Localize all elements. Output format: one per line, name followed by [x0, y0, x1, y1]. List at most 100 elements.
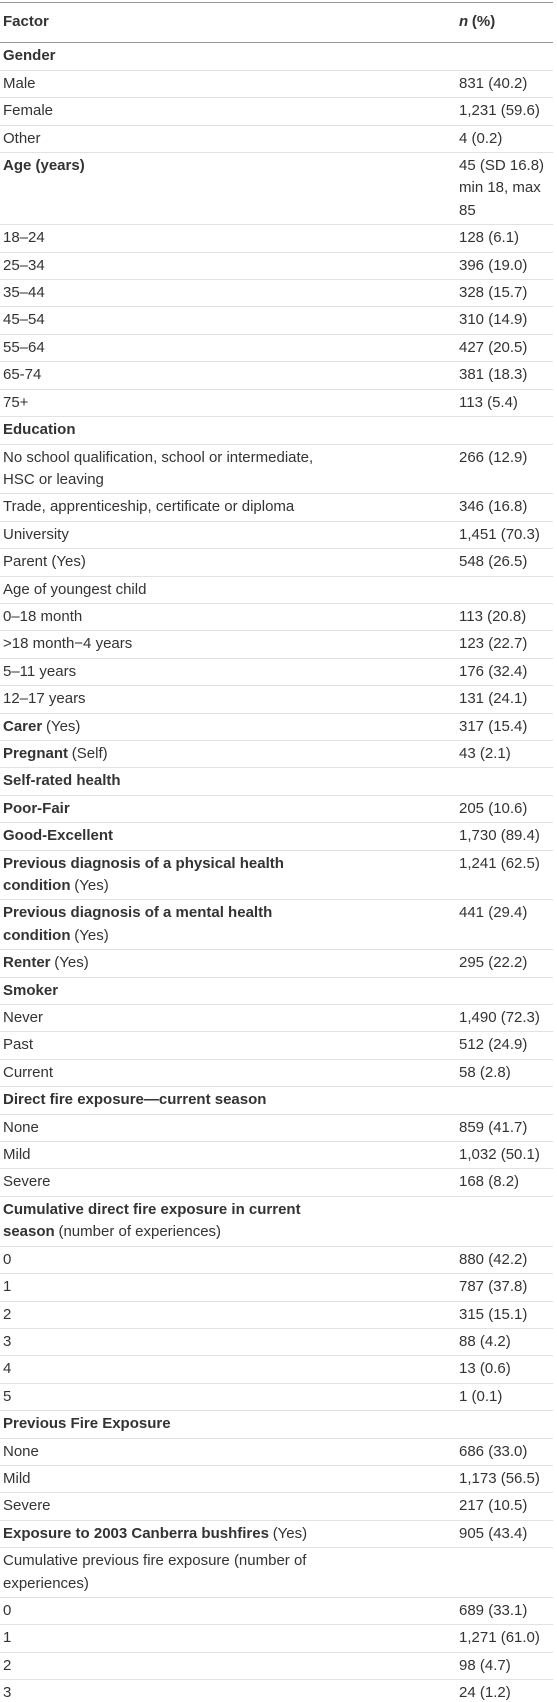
value-text: 427 (20.5) [459, 338, 528, 356]
table-row: Exposure to 2003 Canberra bushfires (Yes)… [0, 1520, 553, 1549]
factor-text: 25–34 [3, 256, 45, 274]
value-text: 346 (16.8) [459, 498, 528, 516]
table-row: 12–17 years 131 (24.1) [0, 685, 553, 714]
value-text: 24 (1.2) [459, 1684, 511, 1702]
table-row: Good-Excellent 1,730 (89.4) [0, 822, 553, 851]
value-text: 1,730 (89.4) [459, 827, 540, 845]
table-row: Cumulative previous fire exposure (numbe… [0, 1547, 553, 1598]
value-cell: 1,490 (72.3) [456, 1004, 553, 1033]
value-cell: 831 (40.2) [456, 70, 553, 99]
factor-cell: Other [0, 125, 456, 154]
table-row: Carer (Yes) 317 (15.4) [0, 713, 553, 741]
value-cell: 1,241 (62.5) [456, 850, 553, 901]
factor-text: Carer [3, 717, 43, 735]
table-row: Cumulative direct fire exposure in curre… [0, 1196, 553, 1247]
table-row: Direct fire exposure—current season [0, 1086, 553, 1115]
factor-text: Gender [3, 47, 56, 65]
table-row: 2 315 (15.1) [0, 1301, 553, 1329]
factor-cell: Parent (Yes) [0, 548, 456, 577]
value-cell: 131 (24.1) [456, 685, 553, 714]
table-row: Previous diagnosis of a physical health … [0, 850, 553, 901]
factor-text: Mild [3, 1146, 31, 1164]
factor-text: 65-74 [3, 366, 42, 384]
table-row: Self-rated health [0, 767, 553, 796]
value-cell: 13 (0.6) [456, 1355, 553, 1384]
value-text: 295 (22.2) [459, 954, 528, 972]
value-text: 686 (33.0) [459, 1442, 528, 1460]
factor-text: 55–64 [3, 338, 45, 356]
factor-cell: 0 [0, 1246, 456, 1275]
value-cell: 315 (15.1) [456, 1301, 553, 1329]
value-cell: 686 (33.0) [456, 1438, 553, 1466]
factor-text: 35–44 [3, 284, 45, 302]
value-text: 548 (26.5) [459, 553, 528, 571]
factor-cell: Age of youngest child [0, 576, 456, 604]
table-row: 75+ 113 (5.4) [0, 389, 553, 418]
value-text: 1,271 (61.0) [459, 1629, 540, 1647]
value-cell: 128 (6.1) [456, 224, 553, 253]
factor-cell: Age (years) [0, 152, 456, 226]
value-text: 315 (15.1) [459, 1305, 528, 1323]
table-row: Never 1,490 (72.3) [0, 1004, 553, 1033]
value-text: 4 (0.2) [459, 129, 503, 147]
table-row: Poor-Fair 205 (10.6) [0, 795, 553, 824]
factor-cell: Severe [0, 1492, 456, 1521]
table-row: 2 98 (4.7) [0, 1652, 553, 1681]
table-row: 4 13 (0.6) [0, 1355, 553, 1384]
factor-cell: Pregnant (Self) [0, 740, 456, 769]
value-text: 113 (20.8) [459, 607, 527, 625]
factor-text: University [3, 525, 69, 543]
factor-text: Never [3, 1009, 44, 1027]
value-cell: 441 (29.4) [456, 899, 553, 951]
value-cell: 24 (1.2) [456, 1679, 553, 1702]
factor-cell: Mild [0, 1141, 456, 1170]
factor-cell: Self-rated health [0, 767, 456, 796]
factor-cell: Male [0, 70, 456, 99]
factor-cell: 3 [0, 1328, 456, 1357]
factor-text: Previous diagnosis of a mental health co… [3, 904, 273, 944]
value-text: 88 (4.2) [459, 1332, 511, 1350]
value-text: 1,451 (70.3) [459, 525, 540, 543]
value-text: 217 (10.5) [459, 1497, 528, 1515]
value-cell: 4 (0.2) [456, 125, 553, 154]
value-text: 58 (2.8) [459, 1063, 511, 1081]
table-row: Other 4 (0.2) [0, 125, 553, 154]
factor-cell: Exposure to 2003 Canberra bushfires (Yes) [0, 1520, 456, 1549]
factor-cell: 1 [0, 1273, 456, 1302]
value-cell: 905 (43.4) [456, 1520, 553, 1549]
value-cell: 1 (0.1) [456, 1383, 553, 1412]
value-text: 123 (22.7) [459, 635, 528, 653]
value-cell: 98 (4.7) [456, 1652, 553, 1681]
table-row: 0–18 month 113 (20.8) [0, 603, 553, 632]
value-text: 310 (14.9) [459, 311, 528, 329]
table-row: Past 512 (24.9) [0, 1031, 553, 1060]
table-row: 5 1 (0.1) [0, 1383, 553, 1412]
factor-cell: Current [0, 1059, 456, 1088]
factor-text: 3 [3, 1684, 12, 1702]
value-text: 381 (18.3) [459, 366, 528, 384]
factor-text: Education [3, 421, 76, 439]
value-text: 266 (12.9) [459, 448, 528, 466]
factor-text: Cumulative direct fire exposure in curre… [3, 1200, 301, 1241]
value-cell: 1,173 (56.5) [456, 1465, 553, 1494]
value-cell: 168 (8.2) [456, 1168, 553, 1197]
value-cell: 123 (22.7) [456, 630, 553, 659]
factor-cell: 0 [0, 1597, 456, 1626]
value-cell: 787 (37.8) [456, 1273, 553, 1302]
factor-text: Self-rated health [3, 772, 121, 790]
table-row: Parent (Yes) 548 (26.5) [0, 548, 553, 577]
factor-text: 3 [3, 1332, 12, 1350]
table-row: 18–24 128 (6.1) [0, 224, 553, 253]
factor-cell: 65-74 [0, 361, 456, 390]
value-cell [456, 1196, 553, 1247]
header-text: n [459, 13, 469, 30]
factor-note: (Self) [71, 744, 108, 762]
header-cell: Factor [0, 1, 456, 44]
table-row: Mild 1,032 (50.1) [0, 1141, 553, 1170]
value-cell: 266 (12.9) [456, 444, 553, 495]
value-cell: 689 (33.1) [456, 1597, 553, 1626]
value-cell: 880 (42.2) [456, 1246, 553, 1275]
factor-cell: 55–64 [0, 334, 456, 363]
